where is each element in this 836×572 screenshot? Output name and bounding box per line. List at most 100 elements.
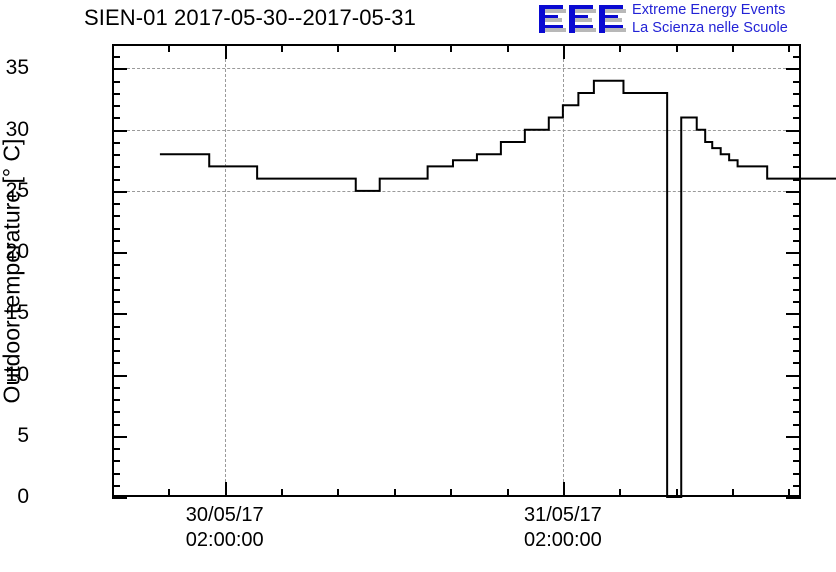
y-tick-minor [793,448,801,451]
x-tick-minor [506,489,509,497]
y-tick-minor [793,56,801,59]
y-tick-minor [793,301,801,304]
x-tick-minor [168,489,171,497]
y-tick-minor [793,215,801,218]
eee-logo-text: Extreme Energy Events La Scienza nelle S… [632,2,834,38]
y-tick-minor [112,350,120,353]
y-tick-minor [112,484,120,487]
x-tick-minor [506,44,509,52]
x-tick-minor [675,44,678,52]
y-tick-minor [112,264,120,267]
y-tick-major [112,313,127,316]
y-tick-label: 35 [5,56,29,80]
y-tick-minor [112,386,120,389]
y-tick-minor [112,411,120,414]
y-tick-minor [112,92,120,95]
y-tick-minor [112,288,120,291]
x-tick-label-time: 02:00:00 [523,529,602,551]
plot-area [112,44,836,499]
y-tick-minor [112,117,120,120]
y-tick-major [786,497,801,499]
y-tick-minor [112,166,120,169]
x-tick-label: 31/05/17 02:00:00 [524,503,602,553]
y-tick-minor [793,227,801,230]
data-series [159,79,836,498]
x-tick-major [224,482,227,497]
y-tick-major [112,497,127,499]
y-tick-minor [112,276,120,279]
y-tick-minor [793,117,801,120]
y-tick-minor [112,105,120,108]
x-tick-minor [788,44,791,52]
y-tick-minor [112,423,120,426]
y-tick-minor [112,154,120,157]
y-tick-major [112,374,127,377]
y-tick-major [112,68,127,71]
y-tick-minor [793,166,801,169]
y-tick-minor [793,288,801,291]
x-tick-minor [619,489,622,497]
y-tick-minor [793,105,801,108]
x-tick-minor [788,489,791,497]
y-tick-minor [112,337,120,340]
y-tick-minor [793,460,801,463]
y-tick-minor [112,203,120,206]
x-tick-minor [450,44,453,52]
y-tick-minor [112,44,120,46]
y-tick-label: 15 [5,301,29,325]
y-tick-minor [793,399,801,402]
y-tick-minor [793,350,801,353]
y-tick-minor [112,472,120,475]
x-tick-label: 30/05/17 02:00:00 [186,503,264,553]
y-tick-minor [793,239,801,242]
eee-logo-line1: Extreme Energy Events [632,2,786,18]
y-tick-minor [793,44,801,46]
y-tick-minor [793,484,801,487]
y-tick-major [112,129,127,132]
x-tick-minor [281,489,284,497]
y-tick-minor [793,337,801,340]
y-tick-minor [793,92,801,95]
y-tick-minor [793,362,801,365]
y-tick-minor [112,56,120,59]
plot-frame [112,44,801,497]
y-tick-label: 5 [17,423,29,447]
y-tick-minor [112,362,120,365]
x-tick-minor [281,44,284,52]
x-tick-minor [731,489,734,497]
y-tick-minor [112,460,120,463]
chart-title: SIEN-01 2017-05-30--2017-05-31 [84,5,416,30]
eee-logo-line2: La Scienza nelle Scuole [632,19,788,36]
y-tick-minor [112,448,120,451]
y-tick-minor [793,472,801,475]
y-tick-minor [112,227,120,230]
y-tick-minor [112,215,120,218]
y-tick-major [786,435,801,438]
eee-logo-mark [539,5,626,33]
y-tick-label: 10 [5,362,29,386]
y-tick-major [786,190,801,193]
eee-logo: Extreme Energy Events La Scienza nelle S… [536,2,834,38]
y-tick-major [786,313,801,316]
y-tick-minor [112,239,120,242]
x-tick-label-time: 02:00:00 [185,529,264,551]
y-tick-minor [793,276,801,279]
x-tick-minor [337,44,340,52]
x-tick-minor [450,489,453,497]
y-tick-minor [793,423,801,426]
x-tick-minor [112,44,114,52]
x-tick-minor [731,44,734,52]
y-tick-minor [112,80,120,83]
y-tick-major [112,435,127,438]
y-tick-label: 30 [5,117,29,141]
y-tick-label: 20 [5,240,29,264]
y-tick-minor [112,325,120,328]
y-tick-minor [793,203,801,206]
x-tick-label-date: 30/05/17 [185,504,264,526]
y-tick-minor [793,386,801,389]
y-tick-major [786,129,801,132]
x-tick-minor [619,44,622,52]
y-tick-major [786,374,801,377]
y-tick-label: 25 [5,178,29,202]
x-tick-minor [337,489,340,497]
